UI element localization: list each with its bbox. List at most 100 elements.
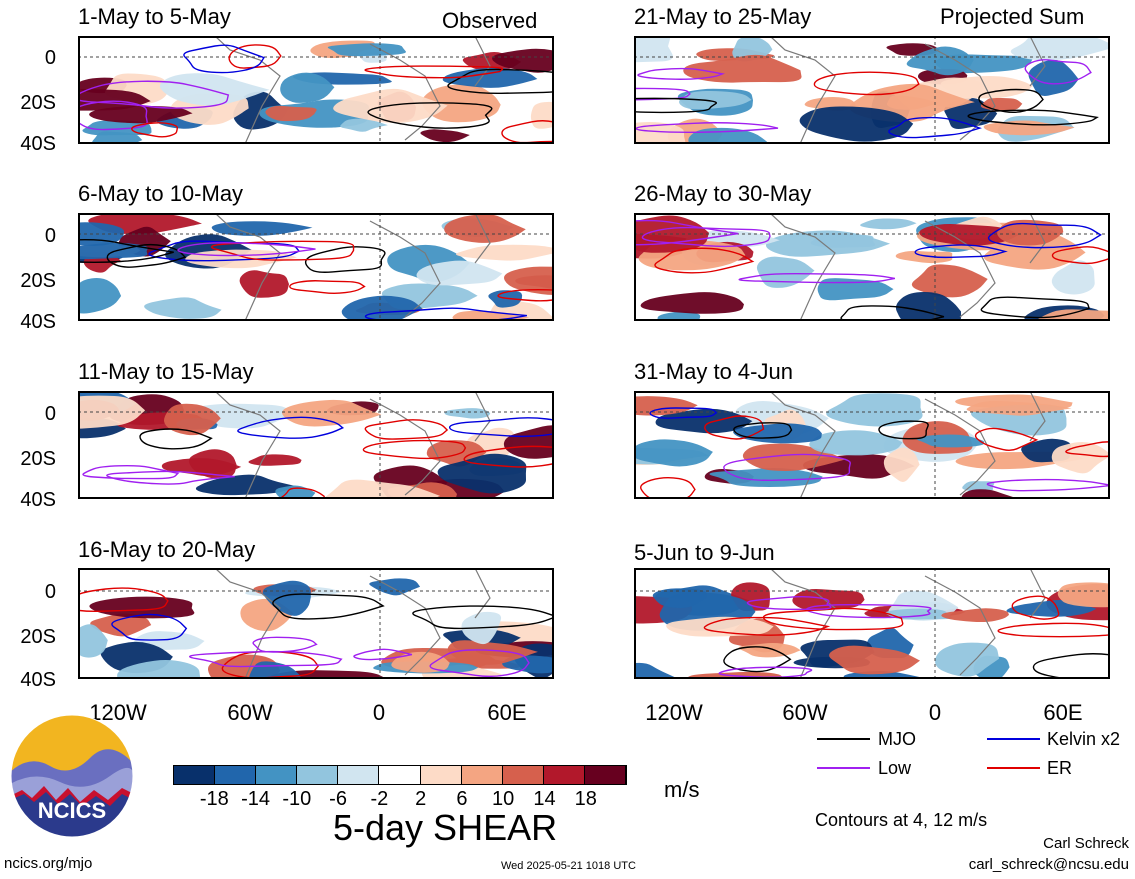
wave-contour bbox=[746, 596, 832, 611]
coastline bbox=[769, 391, 1046, 499]
shear-anomaly-area bbox=[655, 408, 753, 434]
wave-contour bbox=[353, 648, 413, 661]
x-tick-label: 60W bbox=[227, 700, 273, 725]
colorbar bbox=[173, 765, 627, 785]
wave-contour bbox=[649, 407, 718, 419]
x-tick-label: 60E bbox=[487, 700, 527, 725]
colorbar-tick-label: -18 bbox=[199, 788, 229, 810]
contour-note: Contours at 4, 12 m/s bbox=[815, 810, 988, 830]
shear-anomaly-area bbox=[634, 396, 698, 416]
shear-anomaly-area bbox=[1035, 309, 1110, 321]
shear-anomaly-area bbox=[327, 43, 406, 57]
colorbar-tick-label: -10 bbox=[282, 788, 312, 810]
wave-contour bbox=[634, 87, 691, 101]
coastline bbox=[769, 213, 1046, 321]
y-tick-label: 20S bbox=[20, 448, 56, 470]
shear-anomaly-area bbox=[369, 578, 421, 596]
wave-contour bbox=[228, 44, 282, 69]
shear-anomaly-area bbox=[1051, 260, 1095, 295]
colorbar-tick-label: 2 bbox=[415, 788, 427, 810]
shear-anomaly-area bbox=[117, 660, 201, 679]
y-tick-label: 40S bbox=[20, 311, 56, 333]
map-field bbox=[78, 391, 554, 499]
footer-timestamp: Wed 2025-05-21 1018 UTC bbox=[501, 860, 636, 872]
y-tick-label: 40S bbox=[20, 133, 56, 155]
shear-anomaly-area bbox=[634, 662, 675, 679]
shear-anomaly-area bbox=[442, 67, 538, 88]
shear-anomaly-area bbox=[997, 219, 1064, 246]
wave-contour bbox=[447, 68, 554, 95]
wave-contour bbox=[497, 288, 554, 302]
colorbar-tick-label: 14 bbox=[533, 788, 556, 810]
shear-anomaly-area bbox=[78, 278, 122, 314]
x-tick-label: 120W bbox=[645, 700, 703, 725]
x-tick-label: 60W bbox=[782, 700, 828, 725]
shear-anomaly-area bbox=[239, 270, 289, 298]
shear-anomaly-area bbox=[90, 613, 152, 637]
footer-url: ncics.org/mjo bbox=[4, 855, 93, 872]
wave-contour bbox=[813, 71, 920, 96]
shear-anomaly-area bbox=[281, 399, 382, 427]
colorbar-swatch bbox=[338, 766, 380, 784]
wave-contour bbox=[111, 613, 188, 641]
shear-anomaly-area bbox=[444, 408, 491, 419]
colorbar-tick-label: -6 bbox=[329, 788, 347, 810]
wave-contour bbox=[733, 422, 793, 439]
wave-contour bbox=[364, 65, 504, 79]
colorbar-swatch bbox=[420, 766, 462, 784]
shear-anomaly-area bbox=[492, 48, 554, 73]
map-panel bbox=[634, 36, 1110, 144]
shear-anomaly-area bbox=[530, 101, 554, 129]
colorbar-tick-label: -14 bbox=[241, 788, 270, 810]
shear-anomaly-area bbox=[634, 439, 713, 467]
map-panel bbox=[78, 36, 554, 144]
colorbar-tick-label: 10 bbox=[492, 788, 515, 810]
y-tick-label: 20S bbox=[20, 92, 56, 114]
shear-anomaly-area bbox=[447, 640, 538, 665]
colorbar-tick-label: 18 bbox=[574, 788, 597, 810]
wave-contour bbox=[1051, 246, 1110, 265]
shear-anomaly-area bbox=[980, 97, 1023, 112]
map-panel bbox=[634, 213, 1110, 321]
wave-contour bbox=[805, 603, 932, 619]
shear-anomaly-area bbox=[78, 395, 146, 429]
wave-contour bbox=[718, 666, 813, 678]
wave-contour bbox=[362, 439, 467, 460]
wave-contour bbox=[429, 649, 530, 678]
shear-anomaly-area bbox=[883, 447, 920, 482]
shear-anomaly-area bbox=[1010, 36, 1110, 61]
colorbar-tick-label: 6 bbox=[456, 788, 468, 810]
wave-contour bbox=[703, 616, 831, 636]
shear-anomaly-area bbox=[756, 256, 815, 288]
map-field bbox=[78, 213, 554, 321]
wave-contour bbox=[762, 607, 904, 631]
wave-contour bbox=[986, 478, 1110, 492]
shear-anomaly-area bbox=[640, 292, 744, 314]
shear-anomaly-area bbox=[657, 311, 701, 321]
shear-anomaly-area bbox=[89, 596, 195, 619]
wave-contour bbox=[106, 243, 187, 268]
shear-anomaly-area bbox=[911, 264, 988, 298]
x-tick-label: 120W bbox=[89, 700, 147, 725]
map-field bbox=[634, 213, 1110, 321]
shear-anomaly-area bbox=[634, 36, 673, 63]
wave-contour bbox=[412, 605, 554, 630]
wave-contour bbox=[272, 593, 385, 620]
wave-contour bbox=[967, 109, 1099, 126]
shear-anomaly-area bbox=[679, 90, 752, 110]
shear-anomaly-area bbox=[420, 129, 470, 143]
shear-anomaly-area bbox=[709, 467, 823, 487]
panel-title: 6-May to 10-May bbox=[78, 181, 244, 206]
y-tick-label: 0 bbox=[44, 225, 56, 247]
colorbar-swatch bbox=[256, 766, 298, 784]
wave-contour bbox=[974, 427, 1039, 452]
shear-anomaly-area bbox=[634, 122, 686, 144]
wave-contour bbox=[304, 246, 386, 273]
wave-contour bbox=[463, 445, 554, 468]
wave-contour bbox=[738, 272, 896, 284]
shear-anomaly-area bbox=[323, 479, 440, 499]
projected-label: Projected Sum bbox=[940, 4, 1085, 29]
panel-title: 16-May to 20-May bbox=[78, 537, 256, 562]
shear-anomaly-area bbox=[919, 224, 1020, 246]
shear-anomaly-area bbox=[195, 474, 295, 496]
